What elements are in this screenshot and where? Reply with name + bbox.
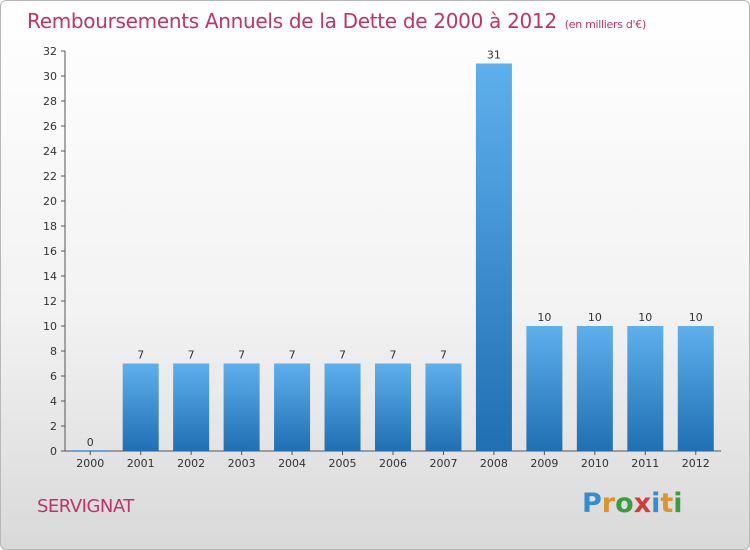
bar <box>274 363 311 451</box>
data-label: 7 <box>390 349 397 362</box>
y-tick-label: 2 <box>50 420 57 433</box>
y-tick-label: 26 <box>43 120 57 133</box>
x-tick-label: 2000 <box>76 457 104 470</box>
bar <box>375 363 411 451</box>
y-tick-label: 32 <box>43 45 57 58</box>
bar <box>324 363 361 451</box>
x-tick-label: 2010 <box>581 457 609 470</box>
y-tick-label: 0 <box>50 445 57 458</box>
y-tick-label: 10 <box>43 320 57 333</box>
data-label: 7 <box>137 349 144 362</box>
bar <box>576 326 613 451</box>
y-tick-label: 24 <box>43 145 57 158</box>
x-tick-label: 2001 <box>127 457 155 470</box>
x-tick-label: 2004 <box>278 457 306 470</box>
y-tick-label: 8 <box>50 345 57 358</box>
x-tick-label: 2005 <box>329 457 357 470</box>
y-tick-label: 30 <box>43 70 57 83</box>
y-tick-label: 22 <box>43 170 57 183</box>
y-tick-label: 4 <box>50 395 57 408</box>
y-tick-label: 18 <box>43 220 57 233</box>
data-label: 7 <box>440 349 447 362</box>
x-tick-label: 2003 <box>228 457 256 470</box>
bar <box>223 363 260 451</box>
commune-name: SERVIGNAT <box>37 496 134 517</box>
x-tick-label: 2007 <box>429 457 457 470</box>
data-label: 10 <box>638 311 652 324</box>
bar <box>526 326 563 451</box>
data-label: 31 <box>487 49 501 62</box>
bar <box>425 363 462 451</box>
x-tick-label: 2009 <box>530 457 558 470</box>
chart-unit-label: (en milliers d'€) <box>564 18 646 31</box>
bar <box>475 63 512 451</box>
y-tick-label: 6 <box>50 370 57 383</box>
y-tick-label: 28 <box>43 95 57 108</box>
bar <box>173 363 210 451</box>
bar <box>627 326 664 451</box>
y-tick-label: 12 <box>43 295 57 308</box>
x-tick-label: 2006 <box>379 457 407 470</box>
data-label: 7 <box>339 349 346 362</box>
x-tick-label: 2012 <box>682 457 710 470</box>
data-label: 7 <box>238 349 245 362</box>
y-tick-label: 14 <box>43 270 57 283</box>
brand-logo: Proxiti <box>582 488 683 519</box>
data-label: 0 <box>87 436 94 449</box>
x-tick-label: 2002 <box>177 457 205 470</box>
bar <box>677 326 714 451</box>
data-label: 10 <box>588 311 602 324</box>
bar <box>122 363 159 451</box>
x-tick-label: 2011 <box>631 457 659 470</box>
chart-title-text: Remboursements Annuels de la Dette de 20… <box>27 9 557 33</box>
data-label: 10 <box>689 311 703 324</box>
y-tick-label: 20 <box>43 195 57 208</box>
y-tick-label: 16 <box>43 245 57 258</box>
data-label: 7 <box>188 349 195 362</box>
data-label: 7 <box>289 349 296 362</box>
data-label: 10 <box>537 311 551 324</box>
chart-title: Remboursements Annuels de la Dette de 20… <box>27 9 646 33</box>
x-tick-label: 2008 <box>480 457 508 470</box>
